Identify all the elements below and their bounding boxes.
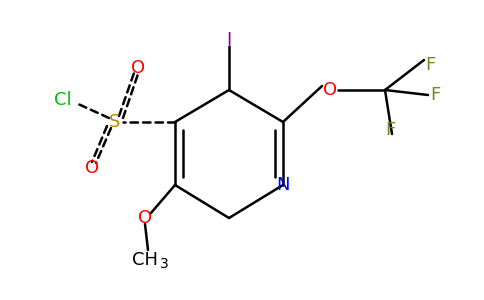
Text: 3: 3 (160, 257, 168, 271)
Text: O: O (138, 209, 152, 227)
Text: CH: CH (132, 251, 158, 269)
Text: I: I (227, 31, 232, 49)
Text: N: N (276, 176, 290, 194)
Text: F: F (430, 86, 440, 104)
Text: F: F (425, 56, 435, 74)
Text: Cl: Cl (54, 91, 72, 109)
Text: O: O (85, 159, 99, 177)
Text: S: S (109, 113, 121, 131)
Text: F: F (385, 121, 395, 139)
Text: O: O (323, 81, 337, 99)
Text: O: O (131, 59, 145, 77)
